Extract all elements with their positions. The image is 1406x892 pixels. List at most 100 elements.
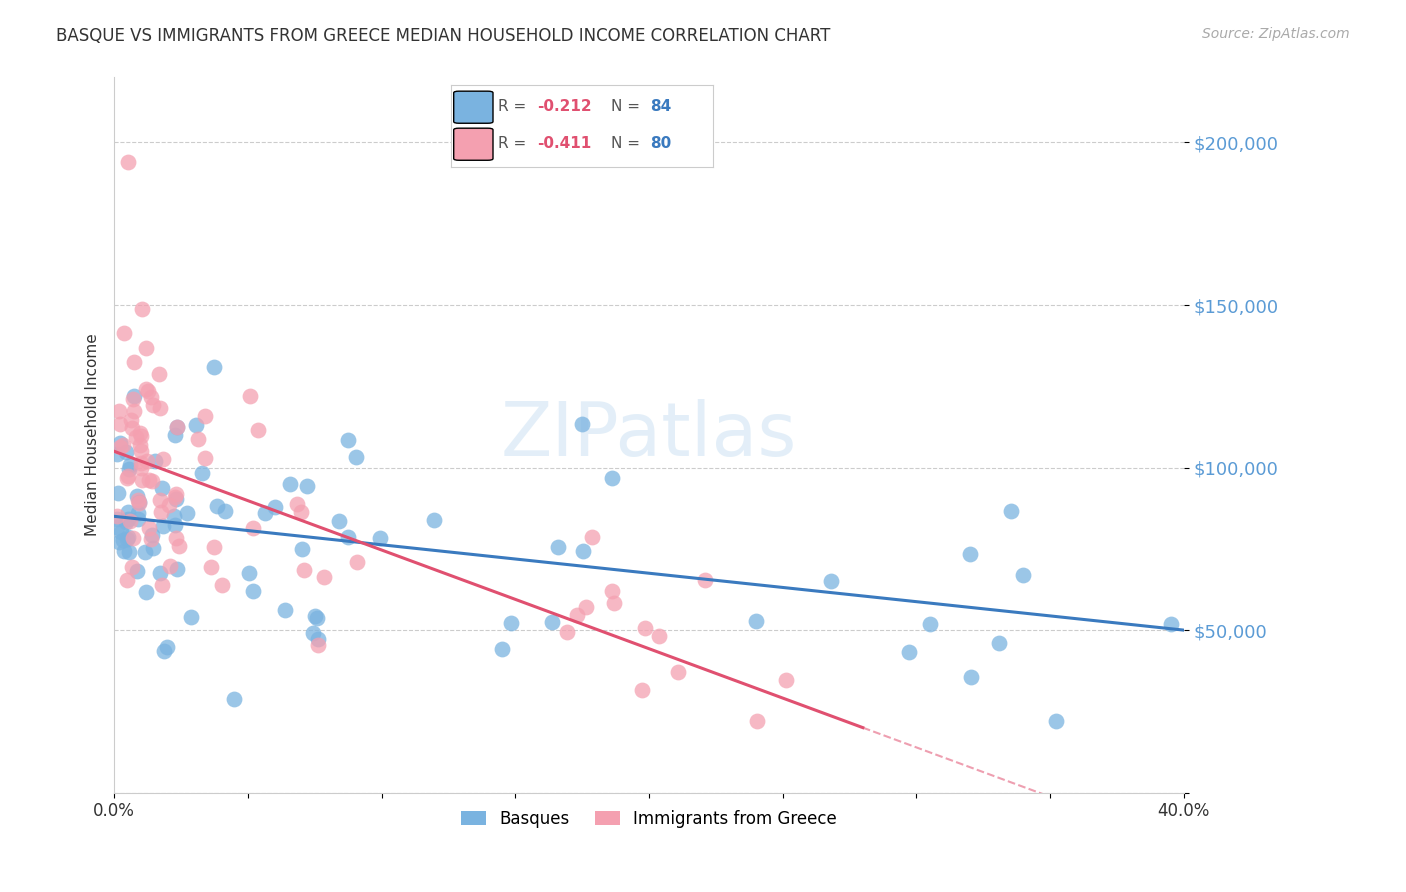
Point bbox=[112, 326, 135, 340]
Point bbox=[128, 495, 150, 509]
Point bbox=[112, 544, 135, 558]
Point bbox=[285, 497, 308, 511]
Point bbox=[124, 354, 146, 368]
Point bbox=[344, 450, 367, 464]
Point bbox=[165, 427, 187, 442]
Point bbox=[291, 541, 314, 556]
Point bbox=[337, 433, 360, 447]
Point bbox=[120, 458, 142, 472]
Point bbox=[693, 574, 716, 588]
Point bbox=[304, 608, 326, 623]
Point bbox=[775, 673, 797, 687]
Point bbox=[314, 570, 336, 584]
Point bbox=[142, 398, 165, 412]
Point bbox=[547, 540, 569, 554]
Point bbox=[117, 468, 139, 483]
Point bbox=[211, 578, 233, 592]
Point bbox=[191, 466, 214, 480]
Point bbox=[148, 367, 170, 381]
Point bbox=[120, 515, 142, 529]
Point bbox=[165, 531, 187, 545]
Point bbox=[156, 640, 179, 654]
Point bbox=[214, 504, 236, 518]
Text: Source: ZipAtlas.com: Source: ZipAtlas.com bbox=[1202, 27, 1350, 41]
Point bbox=[575, 599, 598, 614]
Point bbox=[152, 481, 174, 495]
Point bbox=[186, 418, 208, 433]
Point bbox=[176, 506, 198, 520]
Point bbox=[194, 409, 217, 423]
Point bbox=[959, 548, 981, 562]
Point bbox=[114, 515, 136, 529]
Point bbox=[581, 530, 603, 544]
Point bbox=[125, 430, 148, 444]
Point bbox=[118, 462, 141, 476]
Point bbox=[491, 641, 513, 656]
Point bbox=[747, 714, 769, 728]
Point bbox=[187, 432, 209, 446]
Point bbox=[105, 520, 128, 534]
Point bbox=[630, 683, 652, 698]
Point bbox=[134, 545, 156, 559]
Point bbox=[110, 525, 132, 540]
Point bbox=[141, 527, 163, 541]
Point bbox=[142, 541, 165, 555]
Point bbox=[159, 558, 181, 573]
Point bbox=[987, 636, 1010, 650]
Point bbox=[149, 493, 172, 508]
Point bbox=[820, 574, 842, 588]
Point bbox=[572, 544, 595, 558]
Point bbox=[898, 645, 921, 659]
Point bbox=[114, 445, 136, 459]
Point bbox=[666, 665, 689, 679]
Point bbox=[149, 566, 172, 581]
Point bbox=[328, 514, 350, 528]
Point bbox=[121, 421, 143, 435]
Point bbox=[1160, 617, 1182, 632]
Point bbox=[127, 511, 149, 525]
Point bbox=[239, 389, 262, 403]
Point bbox=[115, 471, 138, 485]
Point bbox=[165, 518, 187, 533]
Point bbox=[263, 500, 285, 515]
Point bbox=[135, 383, 157, 397]
Point bbox=[122, 389, 145, 403]
Point bbox=[105, 512, 128, 526]
Point bbox=[129, 461, 152, 475]
Point bbox=[165, 492, 187, 507]
Point bbox=[166, 420, 188, 434]
Point bbox=[153, 644, 176, 658]
Point bbox=[204, 540, 226, 554]
Point bbox=[129, 437, 152, 451]
Point bbox=[499, 615, 522, 630]
Point bbox=[124, 404, 146, 418]
Point bbox=[136, 454, 159, 468]
Point bbox=[135, 584, 157, 599]
Point bbox=[150, 578, 173, 592]
Point bbox=[166, 420, 188, 434]
Point bbox=[108, 417, 131, 432]
Point bbox=[423, 512, 446, 526]
Point bbox=[128, 496, 150, 510]
Point bbox=[138, 474, 160, 488]
Point bbox=[141, 474, 163, 488]
Point bbox=[149, 401, 172, 415]
Y-axis label: Median Household Income: Median Household Income bbox=[86, 334, 100, 536]
Point bbox=[346, 555, 368, 569]
Point bbox=[117, 512, 139, 526]
Point bbox=[150, 505, 173, 519]
Point bbox=[131, 456, 153, 470]
Point bbox=[127, 565, 149, 579]
Legend: Basques, Immigrants from Greece: Basques, Immigrants from Greece bbox=[454, 803, 844, 834]
Point bbox=[336, 530, 359, 544]
Point bbox=[242, 583, 264, 598]
Point bbox=[959, 669, 981, 683]
Point bbox=[118, 545, 141, 559]
Point bbox=[121, 560, 143, 574]
Point bbox=[302, 625, 325, 640]
Point bbox=[107, 535, 129, 549]
Point bbox=[122, 531, 145, 545]
Point bbox=[165, 487, 187, 501]
Point bbox=[131, 302, 153, 317]
Point bbox=[110, 440, 132, 454]
